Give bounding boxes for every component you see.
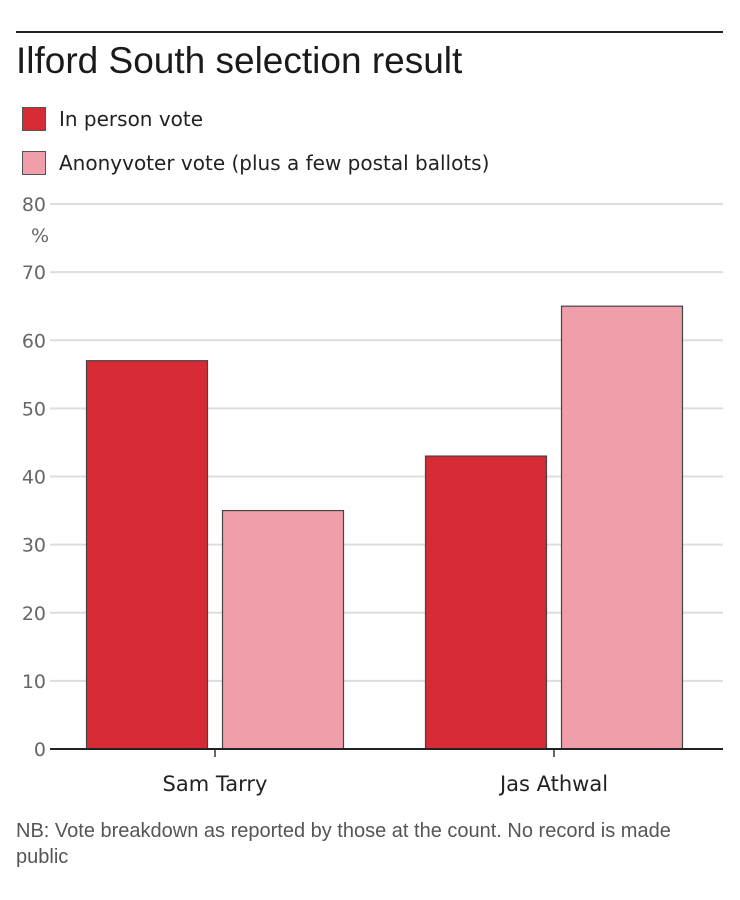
y-unit-label: % [31,225,49,247]
x-tick-label: Sam Tarry [163,772,268,796]
bar [560,305,684,750]
legend-swatch-in-person [22,107,46,131]
tick-labels: 0 10 20 30 40 50 60 70 80% Sam Tarry Jas Athwal [22,194,608,796]
legend: In person vote Anonyvoter vote (plus a f… [22,104,489,192]
legend-label-anonyvoter: Anonyvoter vote (plus a few postal ballo… [59,151,490,175]
legend-label-in-person: In person vote [59,107,204,131]
legend-swatch-anonyvoter [22,151,46,175]
y-tick-label: 20 [22,603,46,625]
top-rule [16,31,723,33]
legend-item-anonyvoter: Anonyvoter vote (plus a few postal ballo… [22,148,489,178]
footnote: NB: Vote breakdown as reported by those … [16,820,671,868]
y-tick-label: 50 [22,398,46,420]
bars [85,305,684,750]
y-tick-label: 0 [34,739,46,761]
bar [221,509,345,750]
bar [424,455,548,750]
x-tick-label: Jas Athwal [498,772,608,796]
y-tick-label: 40 [22,467,46,489]
y-tick-label: 60 [22,330,46,352]
y-tick-label: 80 [22,194,46,216]
legend-item-in-person: In person vote [22,104,489,134]
y-tick-label: 70 [22,262,46,284]
y-tick-label: 10 [22,671,46,693]
axes [50,748,723,757]
chart-title: Ilford South selection result [16,40,463,81]
bar [85,360,209,750]
y-tick-label: 30 [22,535,46,557]
